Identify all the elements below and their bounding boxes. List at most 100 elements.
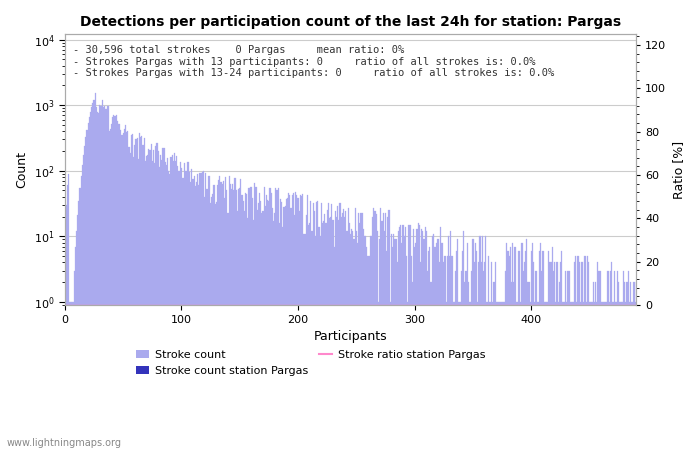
Bar: [132, 134, 133, 450]
Bar: [246, 194, 247, 450]
Bar: [324, 214, 326, 450]
Bar: [433, 234, 434, 450]
Bar: [444, 256, 446, 450]
Bar: [537, 302, 538, 450]
Bar: [230, 184, 231, 450]
Bar: [575, 256, 576, 450]
Bar: [627, 270, 629, 450]
Bar: [368, 256, 369, 450]
Bar: [310, 202, 312, 450]
Bar: [390, 302, 391, 450]
Bar: [474, 262, 475, 450]
Bar: [122, 134, 124, 450]
Bar: [475, 243, 476, 450]
Bar: [583, 302, 584, 450]
Bar: [245, 194, 246, 450]
Bar: [414, 247, 415, 450]
Bar: [166, 165, 167, 450]
Bar: [558, 302, 559, 450]
Bar: [592, 302, 593, 450]
Bar: [337, 206, 338, 450]
Bar: [96, 107, 97, 450]
Bar: [542, 251, 544, 450]
Bar: [540, 243, 541, 450]
Bar: [332, 220, 334, 450]
Bar: [392, 247, 393, 450]
Bar: [593, 282, 594, 450]
Bar: [556, 262, 558, 450]
Bar: [570, 302, 572, 450]
Bar: [82, 165, 83, 450]
Bar: [440, 227, 441, 450]
Bar: [259, 193, 260, 450]
Bar: [252, 198, 253, 450]
Bar: [511, 282, 512, 450]
Bar: [629, 302, 630, 450]
Bar: [395, 239, 397, 450]
Bar: [216, 202, 217, 450]
Bar: [167, 158, 168, 450]
Bar: [254, 184, 256, 450]
Bar: [526, 239, 527, 450]
Bar: [496, 302, 497, 450]
Bar: [615, 302, 616, 450]
Bar: [69, 302, 70, 450]
Bar: [378, 302, 379, 450]
Bar: [422, 231, 423, 450]
Bar: [438, 239, 439, 450]
Bar: [464, 282, 466, 450]
Bar: [92, 103, 93, 450]
Bar: [326, 223, 327, 450]
Bar: [428, 251, 429, 450]
Bar: [359, 223, 360, 450]
Bar: [163, 148, 164, 450]
Bar: [190, 182, 191, 450]
Bar: [294, 215, 295, 450]
Bar: [561, 251, 562, 450]
Bar: [456, 251, 457, 450]
Bar: [453, 302, 454, 450]
Bar: [281, 202, 282, 450]
Bar: [562, 302, 564, 450]
Bar: [393, 234, 394, 450]
Bar: [287, 198, 288, 450]
Bar: [307, 195, 308, 450]
Bar: [477, 302, 478, 450]
Bar: [626, 282, 627, 450]
Bar: [105, 109, 106, 450]
Bar: [533, 262, 534, 450]
Bar: [88, 123, 89, 450]
Bar: [100, 106, 102, 450]
Bar: [239, 188, 240, 450]
Bar: [175, 161, 176, 450]
Bar: [434, 247, 435, 450]
Bar: [358, 212, 359, 450]
Bar: [148, 149, 149, 450]
Bar: [582, 262, 583, 450]
Bar: [300, 195, 301, 450]
Bar: [162, 148, 163, 450]
Bar: [117, 121, 118, 450]
Bar: [460, 302, 461, 450]
Bar: [371, 236, 372, 450]
Bar: [426, 231, 427, 450]
Bar: [244, 212, 245, 450]
Bar: [120, 130, 121, 450]
Bar: [126, 132, 127, 450]
Bar: [594, 302, 595, 450]
Bar: [385, 212, 386, 450]
Bar: [517, 302, 518, 450]
Bar: [116, 115, 117, 450]
Bar: [581, 262, 582, 450]
Bar: [384, 231, 385, 450]
Bar: [485, 236, 486, 450]
Bar: [138, 158, 139, 450]
Bar: [206, 189, 208, 450]
Bar: [78, 201, 79, 450]
Bar: [480, 236, 481, 450]
Bar: [343, 209, 344, 450]
Bar: [482, 236, 483, 450]
Text: www.lightningmaps.org: www.lightningmaps.org: [7, 438, 122, 448]
Bar: [223, 181, 224, 450]
Bar: [527, 282, 528, 450]
